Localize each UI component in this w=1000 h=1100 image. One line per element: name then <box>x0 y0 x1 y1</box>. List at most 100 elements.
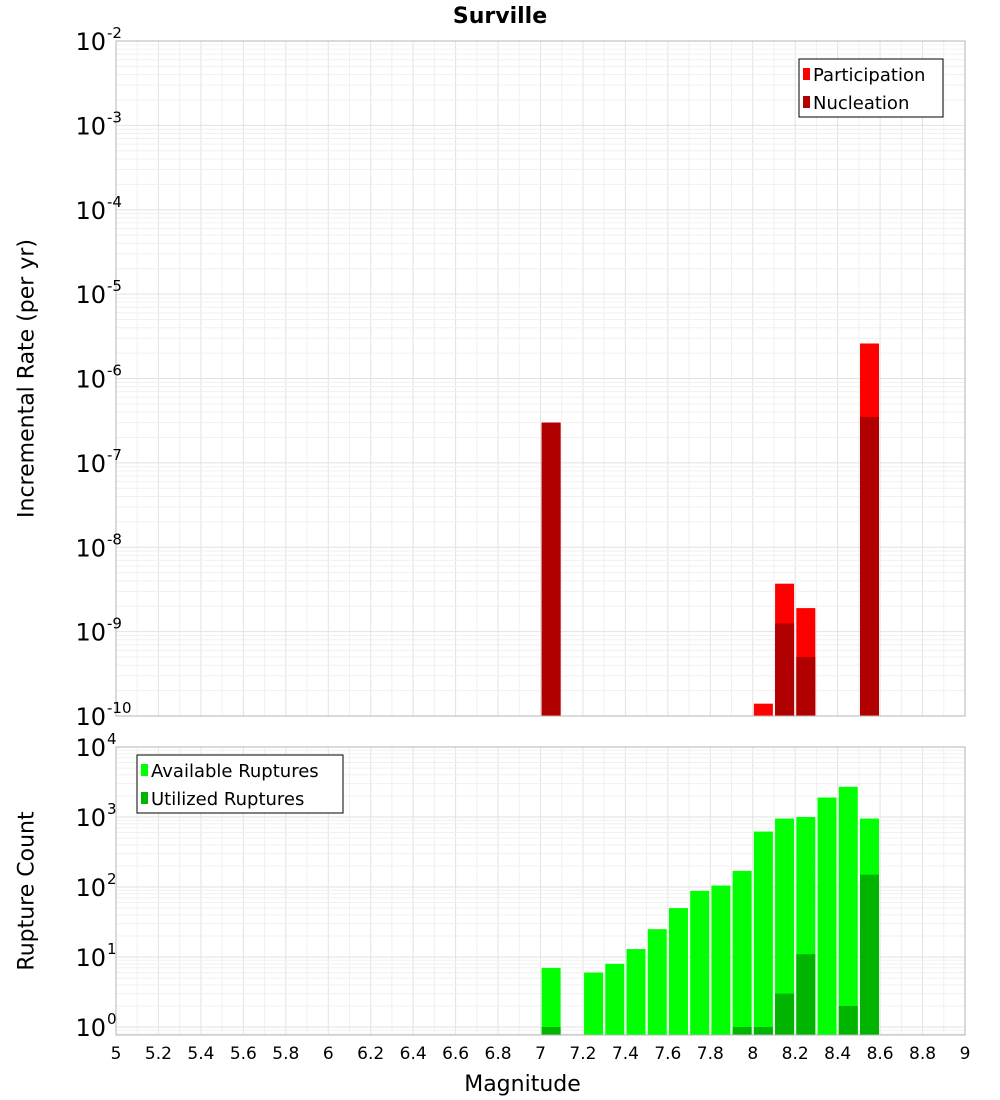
y-tick-label: 10 <box>75 703 106 731</box>
y-tick-exponent: -3 <box>107 108 122 126</box>
y-tick-exponent: 4 <box>107 730 117 748</box>
bottom-bars <box>541 786 879 1035</box>
y-tick-label: 10 <box>75 1014 106 1042</box>
y-tick-label: 10 <box>75 944 106 972</box>
x-tick-label: 5 <box>111 1044 122 1064</box>
legend-swatch-available-ruptures <box>141 764 148 776</box>
x-tick-label: 7.2 <box>569 1044 596 1064</box>
y-tick-exponent: -10 <box>107 699 132 717</box>
y-tick-exponent: 2 <box>107 870 117 888</box>
bar-utilized-ruptures-8-15 <box>775 993 795 1035</box>
bar-nucleation-8-25 <box>796 657 816 716</box>
x-tick-label: 5.2 <box>145 1044 172 1064</box>
bar-available-ruptures-7-75 <box>690 890 710 1035</box>
y-tick-exponent: 0 <box>107 1010 117 1028</box>
y-tick-label: 10 <box>75 450 106 478</box>
y-tick-label: 10 <box>75 197 106 225</box>
bar-available-ruptures-7-35 <box>605 963 625 1035</box>
bar-nucleation-8-55 <box>859 416 879 716</box>
y-tick-label: 10 <box>75 28 106 56</box>
y-tick-label: 10 <box>75 734 106 762</box>
bar-nucleation-8-15 <box>775 623 795 716</box>
x-axis-label: Magnitude <box>464 1072 581 1097</box>
y-tick-label: 10 <box>75 804 106 832</box>
bottom-y-axis-label: Rupture Count <box>15 811 40 971</box>
x-tick-label: 5.4 <box>187 1044 214 1064</box>
y-tick-exponent: 3 <box>107 800 117 818</box>
legend-label-utilized-ruptures: Utilized Ruptures <box>151 789 304 810</box>
y-tick-exponent: -7 <box>107 446 122 464</box>
bar-utilized-ruptures-7-95 <box>732 1027 752 1035</box>
y-tick-exponent: -6 <box>107 362 122 380</box>
legend-swatch-nucleation <box>803 96 810 108</box>
x-tick-label: 6.2 <box>357 1044 384 1064</box>
bar-available-ruptures-7-85 <box>711 885 731 1035</box>
top-legend-box <box>798 58 944 118</box>
x-tick-label: 6.8 <box>485 1044 512 1064</box>
y-tick-exponent: -9 <box>107 615 122 633</box>
legend-swatch-utilized-ruptures <box>141 792 148 804</box>
x-tick-label: 7.4 <box>612 1044 639 1064</box>
y-tick-exponent: -8 <box>107 530 122 548</box>
top-plot-frame <box>115 40 966 717</box>
y-tick-exponent: -4 <box>107 193 122 211</box>
bottom-legend-box <box>136 754 344 814</box>
bar-utilized-ruptures-8-45 <box>838 1005 858 1035</box>
y-tick-label: 10 <box>75 534 106 562</box>
x-tick-label: 9 <box>960 1044 971 1064</box>
top-bars <box>541 343 879 716</box>
x-tick-label: 8.2 <box>782 1044 809 1064</box>
top-grid <box>115 41 966 717</box>
bottom-plot-frame <box>115 746 966 1036</box>
y-tick-label: 10 <box>75 366 106 394</box>
y-tick-label: 10 <box>75 281 106 309</box>
legend-label-available-ruptures: Available Ruptures <box>151 761 319 782</box>
bar-available-ruptures-7-05 <box>541 967 561 1035</box>
y-tick-exponent: 1 <box>107 940 117 958</box>
bar-available-ruptures-7-55 <box>647 929 667 1035</box>
bar-utilized-ruptures-8-55 <box>859 874 879 1035</box>
bar-available-ruptures-7-25 <box>584 972 604 1035</box>
chart-title: Surville <box>453 4 547 29</box>
bar-available-ruptures-7-95 <box>732 870 752 1035</box>
y-tick-label: 10 <box>75 112 106 140</box>
x-tick-label: 5.6 <box>230 1044 257 1064</box>
legend-label-nucleation: Nucleation <box>813 93 909 114</box>
top-legend: Participation Nucleation <box>798 58 944 118</box>
x-tick-label: 8 <box>747 1044 758 1064</box>
x-tick-label: 8.6 <box>867 1044 894 1064</box>
bar-available-ruptures-7-65 <box>668 908 688 1035</box>
bar-available-ruptures-7-45 <box>626 949 646 1035</box>
legend-label-participation: Participation <box>813 65 925 86</box>
x-tick-labels: 5 5.2 5.4 5.6 5.8 6 6.2 6.4 6.6 6.8 7 7.2 7.4 7.6 7.8 8… <box>111 1044 971 1064</box>
y-tick-exponent: -2 <box>107 24 122 42</box>
x-tick-label: 6.4 <box>400 1044 427 1064</box>
x-tick-label: 6 <box>323 1044 334 1064</box>
x-tick-label: 8.8 <box>909 1044 936 1064</box>
bar-utilized-ruptures-8-05 <box>753 1027 773 1035</box>
bar-utilized-ruptures-7-05 <box>541 1027 561 1035</box>
bar-participation-8-05 <box>753 703 773 716</box>
bar-utilized-ruptures-8-25 <box>796 954 816 1035</box>
y-tick-exponent: -5 <box>107 277 122 295</box>
bar-available-ruptures-8-45 <box>838 786 858 1035</box>
legend-swatch-participation <box>803 68 810 80</box>
top-y-axis-label: Incremental Rate (per yr) <box>15 239 40 518</box>
y-tick-label: 10 <box>75 874 106 902</box>
bottom-legend: Available Ruptures Utilized Ruptures <box>136 754 344 814</box>
bar-nucleation-7-05 <box>541 422 561 716</box>
y-tick-label: 10 <box>75 619 106 647</box>
x-tick-label: 5.8 <box>272 1044 299 1064</box>
x-tick-label: 7.6 <box>654 1044 681 1064</box>
x-tick-label: 6.6 <box>442 1044 469 1064</box>
x-tick-label: 7.8 <box>697 1044 724 1064</box>
bar-available-ruptures-8-35 <box>817 797 837 1035</box>
bar-available-ruptures-8-05 <box>753 831 773 1035</box>
bar-available-ruptures-8-15 <box>775 818 795 1035</box>
x-tick-label: 8.4 <box>824 1044 851 1064</box>
